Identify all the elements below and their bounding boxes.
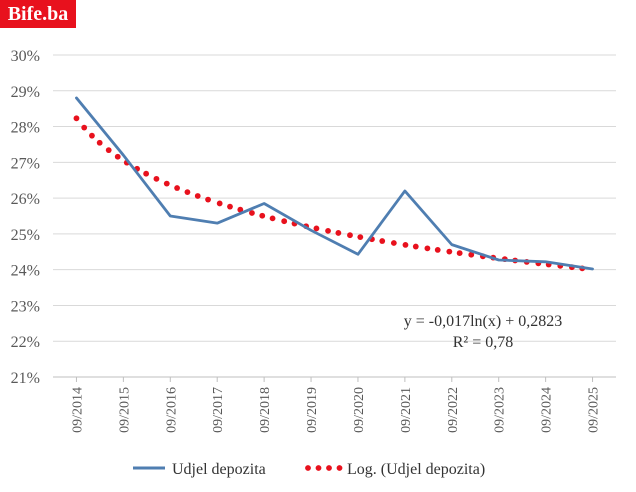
x-tick-label: 09/2021 [399, 387, 414, 433]
trendline-dot [456, 250, 463, 256]
trendline-dot [335, 230, 342, 236]
y-tick-label: 25% [11, 227, 40, 244]
x-tick-label: 09/2017 [211, 387, 226, 433]
legend-label-log: Log. (Udjel depozita) [347, 461, 485, 478]
series-line-udjel-depozita [75, 96, 594, 271]
x-tick-label: 09/2018 [258, 387, 273, 433]
trendline-dot [105, 147, 112, 154]
gridlines [53, 54, 616, 378]
x-tick-label: 09/2015 [117, 387, 132, 433]
trendline-dot [163, 180, 170, 187]
trendline-dot [347, 232, 353, 239]
x-tick-label: 09/2020 [352, 387, 367, 433]
trendline-dot [249, 210, 255, 216]
legend-dot [305, 465, 311, 471]
trendline-equation: y = -0,017ln(x) + 0,2823 [404, 313, 562, 330]
trendline-dot [143, 170, 150, 177]
trendline-dot [390, 240, 397, 246]
trendline-dot [153, 175, 160, 182]
trendline-dot [227, 203, 233, 210]
legend-dot [336, 465, 343, 471]
trendline-dot [269, 215, 276, 222]
legend: Udjel depozita Log. (Udjel depozita) [133, 461, 485, 478]
x-tick-label: 09/2025 [587, 387, 602, 433]
y-tick-label: 26% [11, 191, 40, 208]
y-axis-ticks: 21% 22% 23% 24% 25% 26% 27% 28% 29% 30% [11, 48, 40, 387]
trendline-dot [194, 193, 201, 199]
data-series [75, 96, 594, 271]
trendline-dot [402, 242, 409, 248]
y-tick-label: 24% [11, 263, 40, 280]
trendline-dot [412, 243, 419, 250]
trendline-dot [379, 238, 386, 244]
x-tick-label: 09/2019 [305, 387, 320, 433]
legend-swatch-log [305, 465, 343, 471]
legend-label-udjel: Udjel depozita [172, 461, 266, 478]
y-tick-label: 29% [11, 84, 40, 101]
trendline-dot [325, 227, 331, 234]
trendline-dot [114, 153, 121, 160]
trendline-dot [434, 247, 441, 253]
r-squared-label: R² = 0,78 [453, 334, 514, 351]
x-tick-label: 09/2023 [493, 387, 508, 433]
legend-dot [326, 465, 332, 471]
x-tick-label: 09/2014 [70, 387, 85, 433]
y-tick-label: 22% [11, 334, 40, 351]
trendline-dot [446, 248, 453, 255]
trendline-dot [424, 245, 431, 252]
trendline-dot [81, 124, 88, 131]
trendline-dot [216, 200, 223, 207]
trendline-dot [73, 115, 80, 122]
x-tick-label: 09/2022 [446, 387, 461, 433]
x-tick-label: 09/2016 [164, 387, 179, 433]
y-tick-label: 30% [11, 48, 40, 65]
trendline-dot [468, 251, 475, 258]
trendline-dot [96, 139, 103, 146]
y-tick-label: 27% [11, 155, 40, 172]
trendline-dot [357, 234, 364, 241]
x-axis-ticks: 09/2014 09/2015 09/2016 09/2017 09/2018 09/20… [70, 377, 602, 433]
trendline-dot [281, 218, 288, 225]
trendline-dot [313, 225, 320, 232]
legend-dot [315, 465, 322, 471]
trendline-dot [259, 212, 266, 219]
y-tick-label: 28% [11, 120, 40, 137]
trendline-dot [184, 189, 191, 196]
x-tick-label: 09/2024 [540, 387, 555, 433]
bife-logo[interactable]: Bife.ba [0, 0, 76, 28]
trendline-dot [89, 132, 95, 139]
trendline-dot [174, 185, 180, 191]
trendline-dot [237, 206, 244, 213]
y-tick-label: 21% [11, 370, 40, 387]
trendline-dot [205, 196, 211, 203]
y-tick-label: 23% [11, 298, 40, 315]
